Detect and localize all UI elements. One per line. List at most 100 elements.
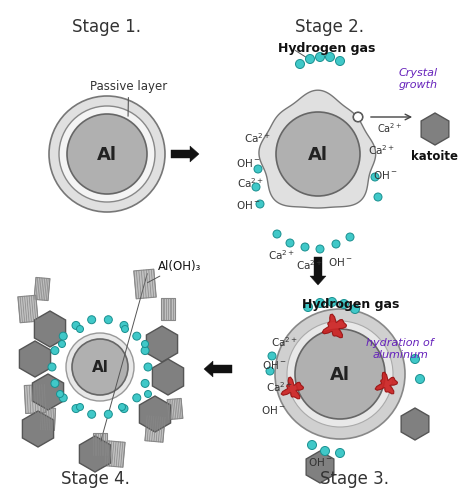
Text: OH$^-$: OH$^-$ — [308, 455, 332, 467]
Bar — [34, 278, 50, 301]
Text: Hydrogen gas: Hydrogen gas — [278, 42, 375, 55]
Circle shape — [374, 193, 382, 201]
Bar — [40, 408, 55, 430]
Circle shape — [48, 363, 56, 371]
Text: Crystal
growth: Crystal growth — [399, 68, 438, 90]
Circle shape — [49, 97, 165, 212]
Polygon shape — [146, 326, 178, 362]
Polygon shape — [35, 312, 65, 347]
Polygon shape — [171, 147, 199, 163]
Bar — [134, 270, 156, 299]
Text: Al: Al — [330, 365, 350, 383]
Polygon shape — [139, 396, 171, 432]
Circle shape — [316, 245, 324, 254]
Circle shape — [104, 410, 112, 418]
Circle shape — [118, 404, 126, 411]
Bar — [167, 399, 183, 420]
Circle shape — [56, 391, 64, 398]
Text: Ca$^{2+}$: Ca$^{2+}$ — [272, 335, 299, 348]
Circle shape — [332, 240, 340, 248]
Bar — [93, 433, 107, 455]
Polygon shape — [19, 341, 51, 377]
Polygon shape — [375, 372, 398, 394]
Circle shape — [308, 440, 317, 449]
Circle shape — [350, 305, 359, 314]
Circle shape — [133, 394, 141, 402]
Text: Ca$^{2+}$: Ca$^{2+}$ — [245, 131, 272, 145]
Circle shape — [104, 316, 112, 324]
Circle shape — [416, 375, 425, 384]
Bar — [18, 296, 38, 323]
Text: Stage 1.: Stage 1. — [73, 18, 142, 36]
Circle shape — [295, 61, 304, 69]
Circle shape — [336, 448, 345, 457]
Text: Al: Al — [308, 146, 328, 164]
Polygon shape — [80, 436, 110, 472]
Circle shape — [328, 298, 337, 307]
Circle shape — [252, 184, 260, 191]
Polygon shape — [32, 374, 64, 410]
Polygon shape — [306, 451, 334, 483]
Bar — [105, 441, 125, 467]
Circle shape — [256, 200, 264, 208]
Circle shape — [121, 326, 128, 333]
Text: OH$^-$: OH$^-$ — [236, 157, 260, 169]
Polygon shape — [322, 315, 346, 338]
Circle shape — [59, 333, 67, 341]
Circle shape — [301, 243, 309, 252]
Text: Al: Al — [97, 146, 117, 164]
Text: Stage 3.: Stage 3. — [320, 469, 390, 487]
Circle shape — [339, 300, 348, 309]
Polygon shape — [204, 361, 232, 377]
Circle shape — [295, 329, 385, 419]
Circle shape — [303, 303, 312, 312]
Circle shape — [59, 107, 155, 202]
Text: Ca$^{2+}$: Ca$^{2+}$ — [377, 121, 403, 135]
Text: Ca$^{2+}$: Ca$^{2+}$ — [237, 176, 264, 189]
Circle shape — [276, 113, 360, 196]
Circle shape — [336, 58, 345, 66]
Circle shape — [353, 113, 363, 123]
Circle shape — [268, 352, 276, 360]
Text: OH$^-$: OH$^-$ — [373, 169, 397, 181]
Circle shape — [72, 405, 80, 413]
Circle shape — [88, 410, 96, 418]
Circle shape — [120, 405, 128, 413]
Text: Passive layer: Passive layer — [90, 80, 167, 117]
Text: Ca$^{2+}$: Ca$^{2+}$ — [266, 379, 293, 393]
Circle shape — [141, 380, 149, 388]
Circle shape — [145, 391, 152, 398]
Circle shape — [306, 56, 315, 64]
Circle shape — [72, 339, 128, 395]
Circle shape — [316, 54, 325, 63]
Circle shape — [286, 239, 294, 247]
Circle shape — [88, 316, 96, 324]
Circle shape — [72, 322, 80, 330]
Text: katoite: katoite — [411, 150, 458, 163]
Circle shape — [59, 394, 67, 402]
Text: Ca$^{2+}$: Ca$^{2+}$ — [368, 143, 395, 157]
Circle shape — [76, 404, 83, 411]
Text: hydration of
aluminum: hydration of aluminum — [366, 337, 434, 360]
Circle shape — [287, 321, 393, 427]
Text: Stage 2.: Stage 2. — [295, 18, 365, 36]
Text: Al: Al — [91, 360, 109, 375]
Text: Ca$^{2+}$: Ca$^{2+}$ — [268, 247, 296, 262]
Circle shape — [133, 333, 141, 341]
Circle shape — [76, 326, 83, 333]
Polygon shape — [153, 359, 183, 395]
Circle shape — [142, 341, 148, 348]
Polygon shape — [401, 408, 429, 440]
Circle shape — [410, 355, 419, 364]
Polygon shape — [281, 377, 303, 399]
Circle shape — [66, 333, 134, 401]
Circle shape — [266, 367, 274, 375]
Bar — [145, 416, 165, 442]
Circle shape — [51, 347, 59, 355]
Bar — [24, 385, 46, 414]
Circle shape — [51, 380, 59, 388]
Text: Al(OH)₃: Al(OH)₃ — [147, 260, 201, 283]
Text: Stage 4.: Stage 4. — [61, 469, 129, 487]
Circle shape — [67, 115, 147, 194]
Circle shape — [326, 54, 335, 63]
